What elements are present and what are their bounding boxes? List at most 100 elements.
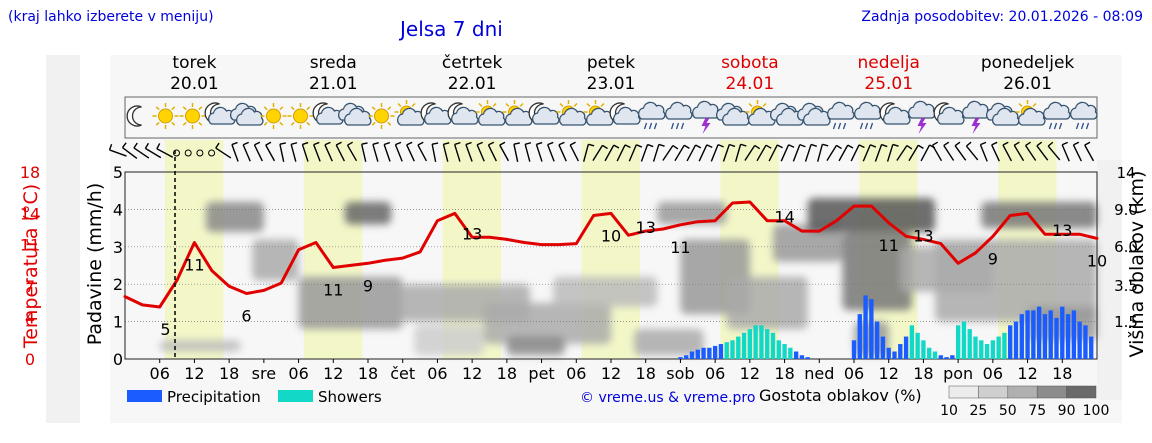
menu-hint[interactable]: (kraj lahko izberete v meniju) (8, 9, 214, 25)
barb-flag (822, 143, 829, 147)
cloud-patch (634, 329, 704, 356)
sun-ray (748, 102, 753, 107)
wind-barbs (108, 141, 1095, 162)
cloud-patch (506, 336, 565, 356)
precip-bar (1025, 310, 1030, 359)
barb-shaft (1024, 145, 1037, 161)
density-level-label: 10 (940, 403, 958, 419)
cloud-height-tick-label: 14 (1116, 164, 1135, 182)
barb-flag (836, 144, 842, 150)
wind-barb (196, 149, 204, 157)
barb-flag (476, 141, 483, 146)
sun-disc (293, 108, 308, 124)
rain-drop (832, 122, 837, 130)
temperature-value-label: 5 (160, 320, 170, 339)
precip-bar (903, 336, 909, 359)
wind-barb (954, 141, 967, 161)
precip-bar (927, 347, 932, 359)
rain-drop (648, 122, 653, 130)
precip-bar (984, 344, 990, 359)
copyright[interactable]: © vreme.us & vreme.pro (580, 390, 755, 406)
barb-shaft (231, 144, 239, 162)
daylight-band (164, 140, 224, 359)
cloud-height-tick-label: 1.5 (1114, 313, 1138, 331)
precip-bar (973, 336, 978, 359)
wind-barb (792, 143, 806, 162)
rain-drop (869, 122, 874, 130)
precipitation-legend-label: Precipitation (167, 388, 261, 406)
wind-barb (604, 144, 620, 162)
barb-flag (636, 144, 643, 148)
rain-drop (1053, 122, 1058, 130)
barb-flag (613, 144, 620, 149)
x-tick-label: 12 (879, 364, 899, 383)
temperature-tick-label: 14 (20, 204, 40, 223)
barb-flag (799, 143, 806, 148)
rain-drop (859, 122, 864, 130)
temperature-value-label: 11 (670, 238, 690, 257)
cloud-sun-icon (556, 100, 587, 126)
wind-barb (133, 142, 150, 159)
temperature-value-label: 13 (462, 224, 482, 243)
density-level-label: 75 (1028, 403, 1046, 419)
precip-bar (741, 332, 747, 359)
barb-flag (513, 142, 520, 145)
day-date: 20.01 (170, 74, 219, 94)
barb-flag (536, 141, 543, 146)
barb-flag (524, 142, 532, 145)
barb-flag (215, 142, 220, 149)
right-axis-panel (1097, 160, 1122, 400)
sun-ray (387, 121, 392, 126)
x-tick-label: 18 (358, 364, 378, 383)
wind-barb (816, 143, 829, 162)
barb-flag (754, 144, 761, 150)
precip-bar (967, 329, 972, 359)
barb-shaft (744, 145, 756, 161)
temperature-value-label: 9 (988, 249, 998, 268)
cloud-moon-icon (204, 102, 236, 125)
barb-shaft (756, 144, 767, 162)
cloud-moon-icon (933, 102, 965, 125)
barb-shaft (862, 144, 871, 162)
rain-drop (1080, 122, 1085, 130)
cloud-patch (298, 276, 403, 330)
barb-flag (279, 142, 286, 145)
temperature-labels: 5 11 6 11 9 13 10 13 11 14 11 13 9 13 10 (160, 208, 1107, 339)
barb-shaft (346, 144, 358, 162)
barb-flag (588, 143, 595, 147)
cloud-height-tick-label: 3.5 (1114, 277, 1138, 295)
density-swatch (978, 385, 1009, 399)
barb-shaft (394, 144, 403, 162)
temperature-value-label: 11 (184, 256, 204, 275)
sun-ray (411, 102, 416, 107)
barb-flag (729, 143, 736, 148)
barb-shaft (513, 144, 519, 162)
wind-barb (991, 141, 1000, 162)
sun-disc (266, 108, 281, 124)
wind-barb (1024, 141, 1037, 161)
wind-barb (931, 141, 943, 162)
sun-ray (573, 102, 578, 107)
lightning-bolt (971, 118, 981, 134)
precip-bar (793, 351, 799, 359)
barb-flag (980, 141, 987, 146)
precip-bar (915, 332, 920, 359)
temperature-value-label: 13 (913, 226, 933, 245)
barb-shaft (850, 144, 860, 162)
barb-flag (372, 142, 379, 146)
precip-bar (1065, 314, 1071, 359)
wind-barb (301, 141, 309, 162)
barb-flag (892, 143, 899, 147)
barb-flag (406, 141, 413, 146)
rain-drop (842, 122, 847, 130)
barb-shaft (582, 144, 590, 162)
wind-barb (979, 141, 988, 162)
day-name: torek (172, 53, 216, 73)
cloud-patch (807, 198, 935, 232)
sun-ray (155, 106, 160, 111)
wind-barb (324, 141, 333, 162)
barb-shaft (253, 144, 263, 162)
sun-ray (519, 102, 524, 107)
sun-ray (762, 102, 767, 107)
precip-bar (944, 357, 949, 359)
